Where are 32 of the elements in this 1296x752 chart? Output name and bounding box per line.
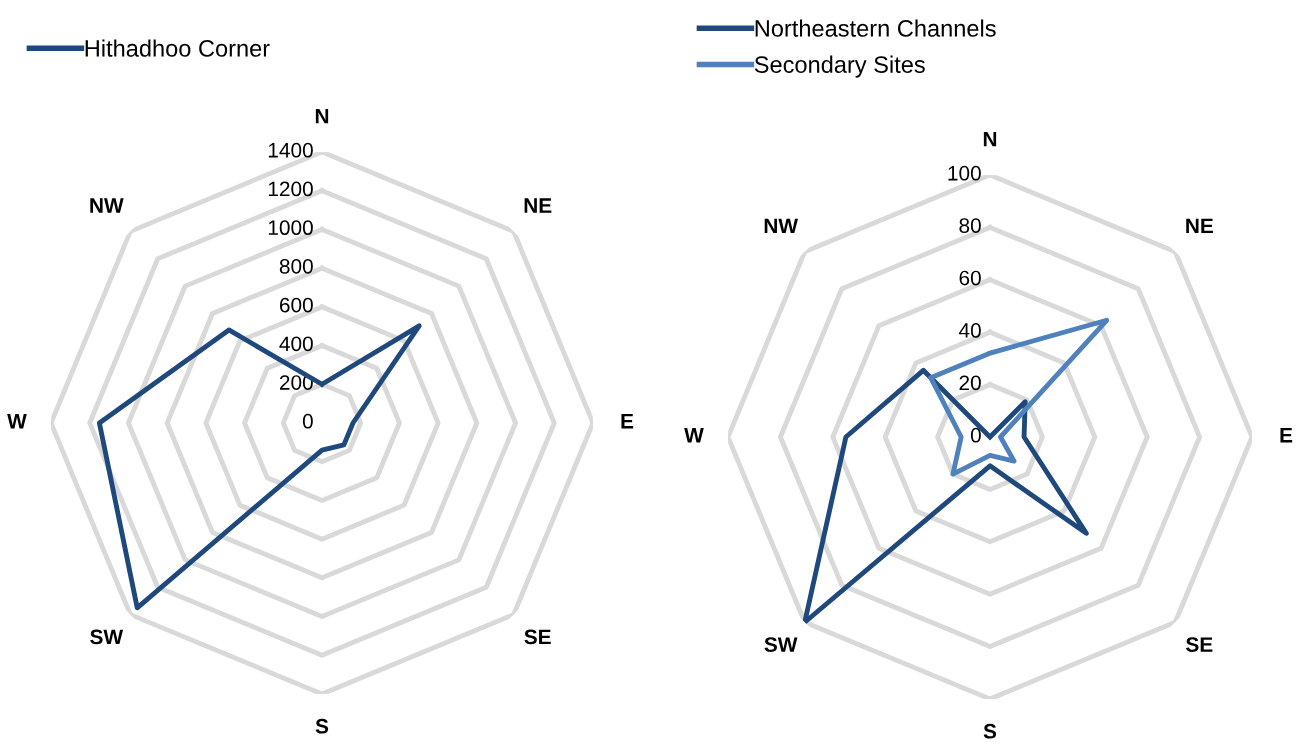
spoke-label: N <box>315 109 329 124</box>
spoke-label: SE <box>1186 637 1213 652</box>
y-tick-label: 400 <box>279 336 313 352</box>
y-tick-label: 80 <box>959 218 981 233</box>
spoke-label: W <box>684 428 704 443</box>
y-tick-label: 1400 <box>268 142 313 158</box>
y-tick-label: 0 <box>970 427 981 443</box>
spoke-label: NE <box>1186 218 1213 234</box>
spoke-label: SW <box>90 629 124 645</box>
spoke-label: E <box>621 414 634 429</box>
y-tick-label: 60 <box>959 270 981 286</box>
y-tick-label: 20 <box>959 375 981 391</box>
legend-label: Hithadhoo Corner <box>85 39 270 57</box>
spoke-label: NW <box>90 198 124 213</box>
spoke-label: SW <box>764 637 798 652</box>
legend-label: Secondary Sites <box>754 55 925 78</box>
spoke-label: W <box>7 414 27 429</box>
y-tick-label: 40 <box>958 323 981 338</box>
y-tick-label: 100 <box>948 165 981 181</box>
spoke-label: N <box>983 132 997 147</box>
y-tick-label: 1200 <box>268 181 313 197</box>
spoke-label: NE <box>524 198 552 213</box>
spoke-label: S <box>983 723 997 739</box>
y-tick-label: 800 <box>279 258 313 274</box>
y-tick-label: 1000 <box>268 220 313 236</box>
y-tick-label: 600 <box>279 297 313 313</box>
spoke-label: SE <box>524 629 551 645</box>
spoke-label: S <box>315 718 329 734</box>
spoke-label: NW <box>764 218 799 234</box>
legend-label: Northeastern Channels <box>755 19 996 37</box>
y-tick-label: 0 <box>302 413 313 429</box>
spoke-label: E <box>1280 428 1293 443</box>
